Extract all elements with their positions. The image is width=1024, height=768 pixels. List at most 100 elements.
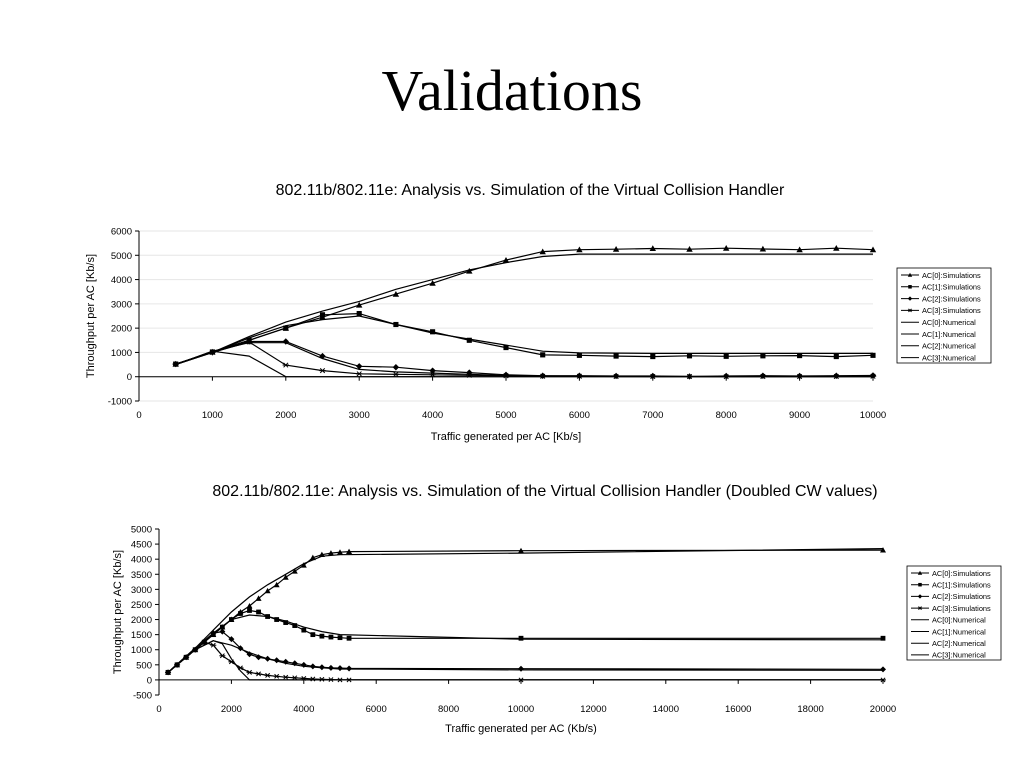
x-tick-label: 18000: [797, 704, 823, 715]
data-point: [880, 666, 886, 673]
legend-item: AC[0]:Numerical: [901, 318, 976, 327]
x-tick-label: 8000: [716, 410, 737, 421]
legend-item: AC[2]:Simulations: [911, 592, 991, 601]
legend-label: AC[3]:Simulations: [932, 604, 991, 613]
data-point: [503, 345, 509, 351]
data-point: [247, 608, 252, 613]
series-AC[2]:Simulations: [172, 338, 877, 380]
legend-label: AC[1]:Numerical: [932, 627, 986, 636]
data-point: [466, 337, 472, 343]
series-line: [175, 340, 874, 378]
data-point: [256, 609, 261, 615]
data-point: [540, 352, 546, 358]
legend-label: AC[0]:Simulations: [922, 271, 981, 280]
data-point: [264, 587, 271, 594]
data-point: [246, 602, 253, 609]
x-tick-label: 8000: [438, 704, 459, 715]
x-tick-label: 20000: [870, 704, 896, 715]
series-line: [175, 350, 873, 378]
data-point: [301, 627, 307, 633]
data-point: [466, 267, 473, 274]
y-tick-label: 0: [147, 675, 152, 686]
legend-label: AC[2]:Numerical: [922, 342, 976, 351]
y-tick-label: 4000: [111, 275, 132, 286]
data-point: [210, 642, 217, 648]
data-point: [255, 671, 262, 677]
data-point: [502, 256, 510, 263]
data-point: [309, 663, 316, 670]
legend-item: AC[2]:Numerical: [901, 342, 976, 351]
data-point: [346, 548, 353, 555]
legend-item: AC[3]:Numerical: [901, 353, 976, 362]
series-line: [175, 312, 874, 365]
data-point: [319, 312, 326, 318]
x-tick-label: 3000: [349, 410, 370, 421]
data-point: [219, 624, 225, 630]
y-tick-label: 3000: [111, 299, 132, 310]
data-point: [337, 549, 343, 555]
data-point: [356, 363, 363, 370]
data-point: [346, 635, 352, 641]
x-tick-label: 5000: [495, 410, 516, 421]
data-point: [518, 665, 524, 672]
chart-2-legend: AC[0]:Simulations AC[1]:Simulations AC[2]:…: [906, 565, 1002, 661]
data-point: [392, 290, 400, 297]
data-point: [273, 581, 280, 588]
y-tick-label: 2000: [131, 615, 152, 626]
data-point: [869, 246, 877, 253]
y-tick-label: 6000: [111, 227, 132, 238]
data-point: [518, 547, 524, 554]
series-line: [167, 640, 884, 673]
data-point: [282, 362, 289, 368]
x-tick-label: 7000: [642, 410, 663, 421]
data-point: [337, 665, 343, 672]
x-tick-label: 2000: [275, 410, 296, 421]
x-tick-label: 6000: [569, 410, 590, 421]
legend-item: AC[3]:Numerical: [911, 651, 986, 660]
legend-item: AC[1]:Numerical: [901, 330, 976, 339]
x-tick-label: 10000: [508, 704, 534, 715]
data-point: [292, 623, 298, 628]
data-point: [759, 245, 767, 252]
data-point: [576, 246, 583, 253]
data-point: [650, 353, 656, 360]
y-tick-label: -1000: [108, 397, 132, 408]
y-tick-label: 5000: [111, 251, 132, 262]
legend-label: AC[1]:Simulations: [922, 283, 981, 292]
data-point: [328, 634, 334, 640]
data-point: [759, 372, 767, 379]
data-point: [612, 246, 620, 252]
legend-item: AC[1]:Simulations: [901, 283, 981, 292]
data-point: [282, 674, 289, 680]
data-point: [723, 245, 730, 251]
slide-title: Validations: [381, 58, 643, 123]
x-tick-label: 14000: [653, 704, 679, 715]
series-AC[1]:Numerical: [167, 614, 884, 673]
series-AC[2]:Simulations: [165, 628, 886, 676]
x-axis-label: Traffic generated per AC [Kb/s]: [431, 431, 581, 443]
data-point: [337, 635, 343, 641]
data-point: [686, 246, 693, 252]
legend-label: AC[2]:Simulations: [932, 592, 991, 601]
x-tick-label: 0: [136, 410, 141, 421]
series-AC[3]:Simulations: [165, 639, 886, 683]
series-AC[2]:Numerical: [167, 640, 884, 673]
series-line: [175, 253, 873, 366]
legend-label: AC[2]:Numerical: [932, 639, 986, 648]
y-tick-label: 2000: [111, 324, 132, 335]
y-tick-label: 1000: [111, 348, 132, 359]
chart-1: -1000 0 1000 2000 3000 4000 5000 6000 0 1000 2000 3…: [85, 227, 992, 443]
y-tick-label: 3000: [131, 585, 152, 596]
series-AC[0]:Simulations: [165, 547, 886, 675]
data-point: [833, 372, 840, 379]
series-line: [167, 614, 884, 673]
data-point: [219, 653, 226, 659]
series-AC[0]:Numerical: [167, 548, 884, 673]
legend-item: AC[3]:Simulations: [901, 306, 981, 315]
data-point: [291, 675, 298, 681]
y-tick-label: 3500: [131, 570, 152, 581]
data-point: [880, 547, 886, 553]
data-point: [686, 353, 693, 359]
series-line: [167, 548, 884, 673]
